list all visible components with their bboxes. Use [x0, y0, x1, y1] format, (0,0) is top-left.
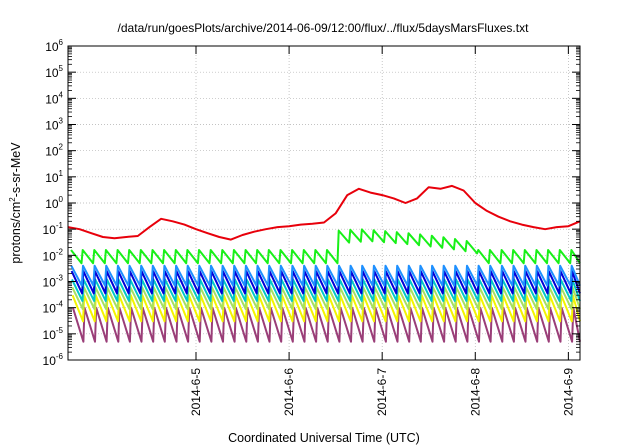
- grid-lines: [68, 46, 580, 360]
- series-line: [67, 184, 581, 241]
- series-line: [70, 228, 581, 265]
- y-tick-label: 10-4: [43, 300, 64, 316]
- chart-title: /data/run/goesPlots/archive/2014-06-09/1…: [118, 21, 530, 35]
- y-tick-label: 10-1: [43, 221, 64, 237]
- y-tick-label: 106: [45, 38, 63, 54]
- x-axis-ticks: 2014-6-5 2014-6-6 2014-6-7 2014-6-8 2014-6-9: [189, 46, 575, 416]
- x-tick-label: 2014-6-8: [468, 368, 482, 416]
- y-tick-label: 10-3: [43, 274, 64, 290]
- y-tick-label: 101: [45, 169, 63, 185]
- x-tick-label: 2014-6-7: [375, 368, 389, 416]
- x-axis-label: Coordinated Universal Time (UTC): [228, 431, 420, 445]
- series-line: [71, 306, 581, 343]
- x-tick-label: 2014-6-6: [282, 368, 296, 416]
- y-tick-label: 10-6: [43, 352, 64, 368]
- y-tick-label: 100: [45, 195, 63, 211]
- y-tick-label: 102: [45, 143, 63, 159]
- y-tick-label: 10-2: [43, 247, 64, 263]
- series-lines: [67, 184, 581, 343]
- x-tick-label: 2014-6-5: [189, 368, 203, 416]
- x-tick-label: 2014-6-9: [561, 368, 575, 416]
- y-tick-label: 104: [45, 90, 63, 106]
- series-line: [70, 264, 581, 287]
- y-tick-label: 10-5: [43, 326, 64, 342]
- y-axis-ticks: 10-6 10-5 10-4 10-3 10-2 10-1 100 101 102 103 104 1…: [43, 38, 580, 368]
- y-axis-label: protons/cm2-s-sr-MeV: [8, 142, 23, 264]
- y-tick-label: 105: [45, 64, 63, 80]
- y-tick-label: 103: [45, 117, 63, 133]
